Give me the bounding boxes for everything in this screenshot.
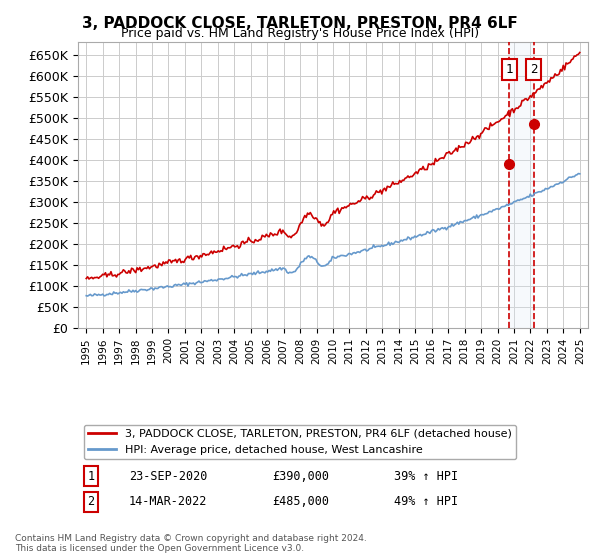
Text: 23-SEP-2020: 23-SEP-2020 (129, 470, 208, 483)
Text: Contains HM Land Registry data © Crown copyright and database right 2024.
This d: Contains HM Land Registry data © Crown c… (15, 534, 367, 553)
Text: 1: 1 (87, 470, 94, 483)
Text: 2: 2 (530, 63, 538, 76)
Text: 14-MAR-2022: 14-MAR-2022 (129, 495, 208, 508)
Text: 2: 2 (87, 495, 94, 508)
Text: 49% ↑ HPI: 49% ↑ HPI (394, 495, 458, 508)
Legend: 3, PADDOCK CLOSE, TARLETON, PRESTON, PR4 6LF (detached house), HPI: Average pric: 3, PADDOCK CLOSE, TARLETON, PRESTON, PR4… (83, 424, 516, 459)
Text: £390,000: £390,000 (272, 470, 329, 483)
Text: 3, PADDOCK CLOSE, TARLETON, PRESTON, PR4 6LF: 3, PADDOCK CLOSE, TARLETON, PRESTON, PR4… (82, 16, 518, 31)
Text: £485,000: £485,000 (272, 495, 329, 508)
Bar (509, 42, 534, 328)
Text: 1: 1 (506, 63, 513, 76)
Text: 39% ↑ HPI: 39% ↑ HPI (394, 470, 458, 483)
Text: Price paid vs. HM Land Registry's House Price Index (HPI): Price paid vs. HM Land Registry's House … (121, 27, 479, 40)
